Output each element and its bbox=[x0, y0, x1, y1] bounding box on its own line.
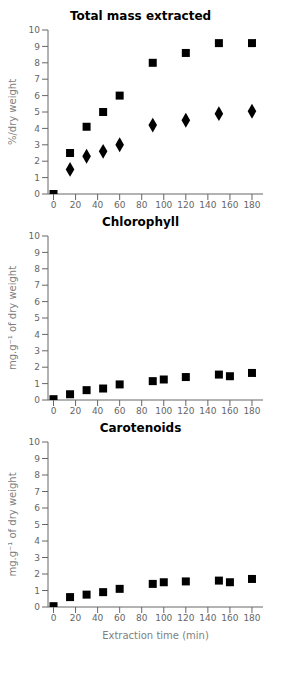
svg-text:Extraction time (min): Extraction time (min) bbox=[102, 630, 209, 641]
svg-text:10: 10 bbox=[29, 437, 41, 447]
svg-text:180: 180 bbox=[243, 613, 260, 623]
svg-text:40: 40 bbox=[92, 613, 104, 623]
svg-text:0: 0 bbox=[51, 406, 57, 416]
svg-text:10: 10 bbox=[29, 25, 41, 35]
svg-text:140: 140 bbox=[199, 613, 216, 623]
svg-text:160: 160 bbox=[221, 200, 238, 210]
svg-text:3: 3 bbox=[34, 140, 40, 150]
svg-text:80: 80 bbox=[136, 200, 148, 210]
svg-text:20: 20 bbox=[70, 200, 82, 210]
svg-text:1: 1 bbox=[34, 379, 40, 389]
svg-text:140: 140 bbox=[199, 200, 216, 210]
svg-text:100: 100 bbox=[155, 200, 172, 210]
svg-text:4: 4 bbox=[34, 536, 40, 546]
svg-text:1: 1 bbox=[34, 586, 40, 596]
svg-text:80: 80 bbox=[136, 406, 148, 416]
svg-text:120: 120 bbox=[177, 406, 194, 416]
svg-text:3: 3 bbox=[34, 346, 40, 356]
html-text:Total mass extracted: Total mass extracted bbox=[69, 9, 212, 23]
svg-text:6: 6 bbox=[34, 503, 40, 513]
svg-text:120: 120 bbox=[177, 200, 194, 210]
svg-text:9: 9 bbox=[34, 248, 40, 258]
svg-text:20: 20 bbox=[70, 613, 82, 623]
svg-text:6: 6 bbox=[34, 297, 40, 307]
svg-text:8: 8 bbox=[34, 470, 40, 480]
svg-text:4: 4 bbox=[34, 330, 40, 340]
svg-text:0: 0 bbox=[51, 200, 57, 210]
svg-text:60: 60 bbox=[114, 406, 126, 416]
svg-text:120: 120 bbox=[177, 613, 194, 623]
svg-text:40: 40 bbox=[92, 406, 104, 416]
svg-text:5: 5 bbox=[34, 520, 40, 530]
svg-text:0: 0 bbox=[51, 613, 57, 623]
svg-text:0: 0 bbox=[34, 189, 40, 199]
svg-text:180: 180 bbox=[243, 200, 260, 210]
svg-text:160: 160 bbox=[221, 406, 238, 416]
svg-text:0: 0 bbox=[34, 602, 40, 612]
svg-text:mg.g⁻¹ of dry weight: mg.g⁻¹ of dry weight bbox=[8, 472, 18, 576]
svg-text:10: 10 bbox=[29, 231, 41, 241]
svg-text:9: 9 bbox=[34, 454, 40, 464]
svg-text:8: 8 bbox=[34, 264, 40, 274]
svg-text:5: 5 bbox=[34, 107, 40, 117]
svg-text:0: 0 bbox=[34, 395, 40, 405]
svg-text:80: 80 bbox=[136, 613, 148, 623]
svg-text:4: 4 bbox=[34, 124, 40, 134]
svg-text:3: 3 bbox=[34, 553, 40, 563]
html-text:Chlorophyll: Chlorophyll bbox=[102, 215, 179, 229]
svg-text:2: 2 bbox=[34, 569, 40, 579]
svg-text:2: 2 bbox=[34, 156, 40, 166]
html-text:Carotenoids: Carotenoids bbox=[99, 421, 182, 435]
svg-text:7: 7 bbox=[34, 280, 40, 290]
svg-text:60: 60 bbox=[114, 200, 126, 210]
svg-text:160: 160 bbox=[221, 613, 238, 623]
svg-text:7: 7 bbox=[34, 74, 40, 84]
svg-text:1: 1 bbox=[34, 173, 40, 183]
svg-text:100: 100 bbox=[155, 613, 172, 623]
svg-text:mg.g⁻¹ of dry weight: mg.g⁻¹ of dry weight bbox=[8, 266, 18, 370]
svg-text:60: 60 bbox=[114, 613, 126, 623]
svg-text:%/dry weight: %/dry weight bbox=[8, 79, 18, 145]
svg-text:5: 5 bbox=[34, 313, 40, 323]
svg-text:2: 2 bbox=[34, 362, 40, 372]
svg-text:8: 8 bbox=[34, 58, 40, 68]
svg-text:140: 140 bbox=[199, 406, 216, 416]
svg-text:180: 180 bbox=[243, 406, 260, 416]
svg-text:7: 7 bbox=[34, 487, 40, 497]
svg-text:20: 20 bbox=[70, 406, 82, 416]
svg-text:9: 9 bbox=[34, 42, 40, 52]
svg-text:100: 100 bbox=[155, 406, 172, 416]
svg-text:40: 40 bbox=[92, 200, 104, 210]
svg-text:6: 6 bbox=[34, 91, 40, 101]
